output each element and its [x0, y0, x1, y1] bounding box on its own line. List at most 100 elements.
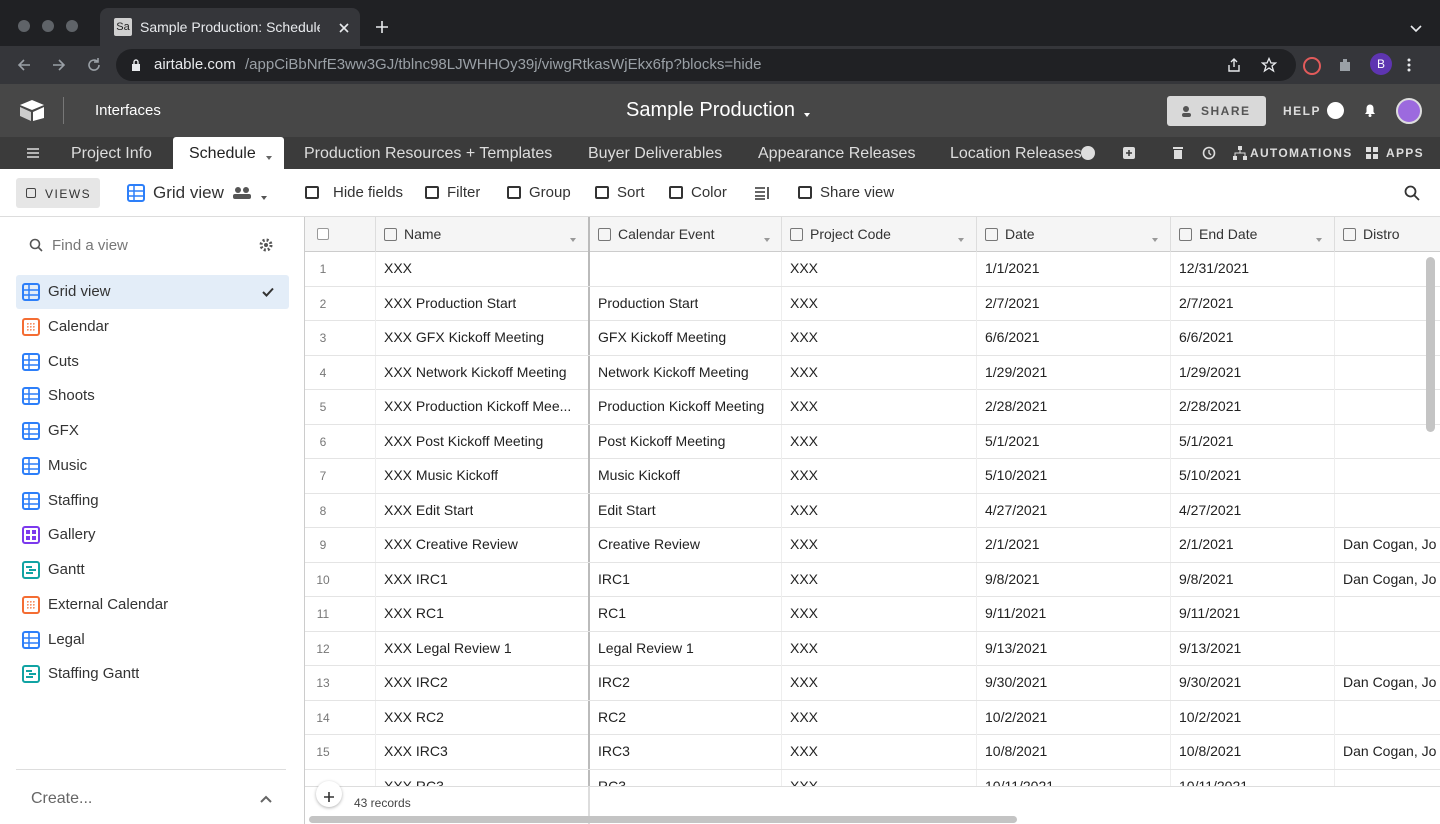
record-cell[interactable]: 10/8/2021 [976, 735, 1170, 769]
record-cell[interactable]: RC1 [588, 597, 781, 631]
record-cell[interactable]: 5/1/2021 [1170, 425, 1334, 459]
record-cell[interactable] [588, 252, 781, 286]
column-header[interactable]: Distro [1334, 217, 1440, 252]
record-cell[interactable]: 10/2/2021 [976, 701, 1170, 735]
record-cell[interactable]: XXX [781, 459, 976, 493]
select-all-checkbox[interactable] [317, 228, 329, 240]
column-header[interactable]: Name [375, 217, 588, 252]
url-field[interactable]: airtable.com/appCiBbNrfE3ww3GJ/tblnc98LJ… [116, 49, 1296, 81]
record-cell[interactable]: XXX [781, 425, 976, 459]
view-item[interactable]: Calendar [16, 310, 289, 344]
toolbar-button[interactable]: Group [507, 181, 607, 205]
record-cell[interactable]: XXX Creative Review [375, 528, 588, 562]
record-cell[interactable]: 2/28/2021 [976, 390, 1170, 424]
record-cell[interactable] [1334, 252, 1440, 286]
record-cell[interactable]: XXX [781, 494, 976, 528]
record-cell[interactable]: 9/8/2021 [1170, 563, 1334, 597]
record-cell[interactable]: 5/1/2021 [976, 425, 1170, 459]
record-cell[interactable]: 2/1/2021 [976, 528, 1170, 562]
record-cell[interactable]: XXX [781, 252, 976, 286]
table-tab[interactable]: Project Info [55, 137, 173, 169]
record-cell[interactable]: XXX IRC1 [375, 563, 588, 597]
record-cell[interactable]: Dan Cogan, Jo [1334, 528, 1440, 562]
view-item[interactable]: Shoots [16, 379, 289, 413]
toolbar-button[interactable]: Hide fields [305, 181, 415, 205]
record-cell[interactable]: XXX RC2 [375, 701, 588, 735]
record-cell[interactable] [1334, 287, 1440, 321]
view-item[interactable]: Cuts [16, 345, 289, 379]
record-cell[interactable]: XXX [781, 321, 976, 355]
view-item[interactable]: GFX [16, 414, 289, 448]
record-cell[interactable] [1334, 632, 1440, 666]
record-cell[interactable]: Dan Cogan, Jo [1334, 563, 1440, 597]
column-header[interactable]: Project Code [781, 217, 976, 252]
table-tab[interactable]: Production Resources + Templates [288, 137, 570, 169]
view-item[interactable]: Staffing Gantt [16, 657, 289, 691]
record-cell[interactable]: 4/27/2021 [1170, 494, 1334, 528]
record-cell[interactable] [1334, 597, 1440, 631]
record-cell[interactable]: Music Kickoff [588, 459, 781, 493]
user-avatar[interactable] [1396, 98, 1422, 124]
record-cell[interactable]: GFX Kickoff Meeting [588, 321, 781, 355]
create-view[interactable]: Create... [31, 789, 92, 809]
table-tab[interactable]: Location Releases [934, 137, 1102, 169]
record-cell[interactable]: XXX [781, 390, 976, 424]
table-tab[interactable]: Buyer Deliverables [572, 137, 740, 169]
record-cell[interactable]: XXX [781, 597, 976, 631]
record-cell[interactable]: XXX [781, 666, 976, 700]
record-cell[interactable]: XXX IRC3 [375, 735, 588, 769]
record-cell[interactable]: 2/7/2021 [1170, 287, 1334, 321]
record-cell[interactable]: 1/1/2021 [976, 252, 1170, 286]
interfaces-link[interactable]: Interfaces [95, 101, 161, 120]
profile-avatar[interactable]: B [1370, 53, 1392, 75]
record-cell[interactable]: IRC2 [588, 666, 781, 700]
record-cell[interactable] [1334, 390, 1440, 424]
view-item[interactable]: Gallery [16, 518, 289, 552]
record-cell[interactable]: 1/29/2021 [976, 356, 1170, 390]
view-item[interactable]: Gantt [16, 553, 289, 587]
record-cell[interactable]: Creative Review [588, 528, 781, 562]
record-cell[interactable]: XXX RC1 [375, 597, 588, 631]
view-item[interactable]: Staffing [16, 484, 289, 518]
toolbar-button[interactable]: Share view [798, 181, 898, 205]
record-cell[interactable]: XXX [781, 632, 976, 666]
record-cell[interactable]: 2/7/2021 [976, 287, 1170, 321]
record-cell[interactable] [1334, 356, 1440, 390]
record-cell[interactable]: XXX Production Kickoff Mee... [375, 390, 588, 424]
view-item[interactable]: External Calendar [16, 588, 289, 622]
record-cell[interactable]: Dan Cogan, Jo [1334, 735, 1440, 769]
table-tab[interactable]: Appearance Releases [742, 137, 932, 169]
views-toggle[interactable]: VIEWS [16, 178, 100, 208]
record-cell[interactable]: XXX [781, 356, 976, 390]
record-cell[interactable]: 12/31/2021 [1170, 252, 1334, 286]
record-cell[interactable]: IRC1 [588, 563, 781, 597]
record-cell[interactable]: 2/1/2021 [1170, 528, 1334, 562]
record-cell[interactable] [1334, 459, 1440, 493]
apps-button[interactable]: APPS [1386, 146, 1424, 160]
record-cell[interactable]: Network Kickoff Meeting [588, 356, 781, 390]
record-cell[interactable]: XXX Edit Start [375, 494, 588, 528]
record-cell[interactable]: 6/6/2021 [1170, 321, 1334, 355]
record-cell[interactable] [1334, 494, 1440, 528]
record-cell[interactable]: Post Kickoff Meeting [588, 425, 781, 459]
find-view-input[interactable]: Find a view [52, 237, 128, 255]
current-view[interactable]: Grid view [153, 183, 224, 203]
record-cell[interactable]: XXX Post Kickoff Meeting [375, 425, 588, 459]
record-cell[interactable]: XXX Production Start [375, 287, 588, 321]
record-cell[interactable]: XXX IRC2 [375, 666, 588, 700]
record-cell[interactable]: XXX Music Kickoff [375, 459, 588, 493]
record-cell[interactable]: XXX [781, 287, 976, 321]
record-cell[interactable]: XXX GFX Kickoff Meeting [375, 321, 588, 355]
record-cell[interactable]: XXX [781, 563, 976, 597]
view-item-selected[interactable]: Grid view [16, 275, 289, 309]
record-cell[interactable]: Legal Review 1 [588, 632, 781, 666]
record-cell[interactable]: 9/8/2021 [976, 563, 1170, 597]
help-icon[interactable] [1327, 102, 1344, 119]
record-cell[interactable]: 6/6/2021 [976, 321, 1170, 355]
record-cell[interactable]: XXX [781, 735, 976, 769]
record-cell[interactable]: 5/10/2021 [1170, 459, 1334, 493]
extension-record[interactable] [1303, 57, 1321, 75]
help-link[interactable]: HELP [1283, 104, 1321, 118]
record-cell[interactable]: 10/8/2021 [1170, 735, 1334, 769]
record-cell[interactable]: XXX [781, 528, 976, 562]
